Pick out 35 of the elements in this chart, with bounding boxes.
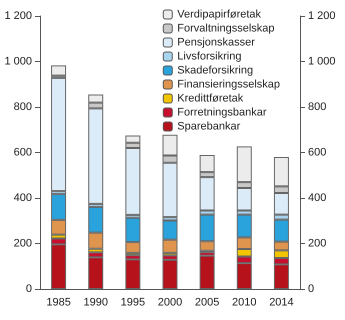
legend-label: Sparebankar — [177, 120, 241, 132]
y2-tick-label: 400 — [308, 192, 326, 204]
y-tick-label: 400 — [14, 192, 32, 204]
y-tick-label: 800 — [14, 101, 32, 113]
y2-tick-label: 800 — [308, 101, 326, 113]
legend-label: Verdipapirføretak — [177, 8, 262, 20]
x-tick-label: 2005 — [194, 296, 220, 308]
legend-label: Forretningsbankar — [177, 106, 267, 118]
x-tick-label: 2000 — [158, 296, 182, 308]
y2-tick-label: 1 200 — [308, 10, 336, 22]
legend-label: Pensjonskasser — [177, 36, 256, 48]
bar — [51, 78, 66, 192]
y2-tick-label: 200 — [308, 238, 326, 250]
y-tick-label: 0 — [26, 283, 32, 295]
x-tick-label: 1990 — [83, 296, 108, 308]
legend-label: Forvaltningsselskap — [177, 22, 274, 34]
y-tick-label: 1 200 — [4, 10, 32, 22]
y2-tick-label: 600 — [308, 146, 326, 158]
x-tick-label: 1985 — [46, 296, 71, 308]
legend-label: Livsforsikring — [177, 50, 242, 62]
legend-label: Kredittføretak — [177, 92, 244, 104]
y2-tick-label: 0 — [308, 283, 314, 295]
y-tick-label: 600 — [14, 146, 32, 158]
bar — [125, 259, 140, 289]
bar — [162, 260, 178, 289]
y-tick-label: 200 — [14, 238, 32, 250]
bar — [200, 256, 215, 289]
legend-label: Finansieringsselskap — [177, 78, 280, 90]
x-tick-label: 2010 — [232, 296, 257, 308]
y2-tick-label: 1 000 — [308, 56, 336, 68]
y-tick-label: 1 000 — [4, 56, 32, 68]
legend-label: Skadeforsikring — [177, 64, 254, 76]
bar — [51, 65, 66, 76]
x-tick-label: 1995 — [120, 296, 146, 308]
x-tick-label: 2014 — [269, 296, 294, 308]
